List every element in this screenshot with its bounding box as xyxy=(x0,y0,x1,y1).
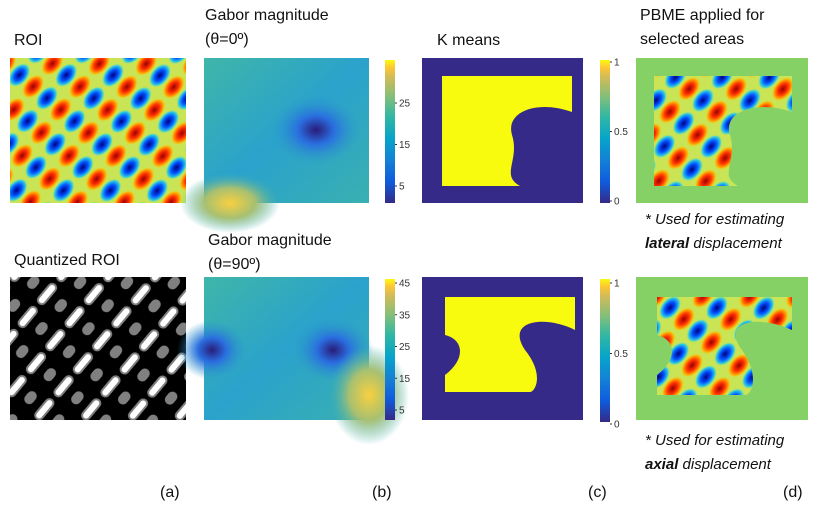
colorbar-tick-label: 0 xyxy=(614,197,620,208)
note: axial displacement xyxy=(645,456,772,473)
colorbar-tick-label: 45 xyxy=(399,279,411,290)
colorbar-tick-label: 15 xyxy=(399,374,411,385)
colorbar-tick-label: 0.5 xyxy=(614,349,628,360)
title: Gabor magnitude xyxy=(205,7,329,24)
title: PBME applied for xyxy=(640,7,765,24)
title: ROI xyxy=(14,32,42,49)
shade xyxy=(180,173,280,233)
title: Quantized ROI xyxy=(14,252,120,269)
quantized-image xyxy=(10,277,186,420)
note: * Used for estimating xyxy=(645,432,785,449)
panel-label: (d) xyxy=(783,484,803,501)
colorbar-tick-label: 5 xyxy=(399,406,405,417)
shade xyxy=(271,95,361,165)
panel-label: (c) xyxy=(588,484,607,501)
colorbar-tick-label: 35 xyxy=(399,310,411,321)
note-emphasis: axial xyxy=(645,456,679,473)
title: Gabor magnitude xyxy=(208,232,332,249)
colorbar xyxy=(385,279,395,420)
colorbar-tick-label: 5 xyxy=(399,182,405,193)
colorbar-tick-label: 1 xyxy=(614,58,620,69)
note: lateral displacement xyxy=(645,235,783,252)
panel-label: (b) xyxy=(372,484,392,501)
title: (θ=0º) xyxy=(205,31,249,48)
title: (θ=90º) xyxy=(208,256,261,273)
colorbar xyxy=(600,60,610,203)
colorbar-tick-label: 1 xyxy=(614,279,620,290)
cluster xyxy=(510,106,572,186)
colorbar-tick-label: 25 xyxy=(399,342,411,353)
colorbar xyxy=(385,60,395,203)
title: K means xyxy=(437,32,500,49)
pattern xyxy=(657,297,792,395)
panel-label: (a) xyxy=(160,484,180,501)
note-emphasis: lateral xyxy=(645,235,690,252)
roi-image xyxy=(10,58,186,203)
colorbar-tick-label: 25 xyxy=(399,99,411,110)
shade xyxy=(329,345,409,445)
colorbar-tick-label: 0 xyxy=(614,420,620,431)
title: selected areas xyxy=(640,31,744,48)
colorbar-tick-label: 15 xyxy=(399,140,411,151)
note: * Used for estimating xyxy=(645,211,785,228)
note-text: displacement xyxy=(678,456,771,473)
colorbar xyxy=(600,279,610,422)
shade xyxy=(177,320,247,380)
mask xyxy=(728,106,792,186)
cluster xyxy=(445,297,575,392)
colorbar-tick-label: 0.5 xyxy=(614,127,628,138)
note-text: displacement xyxy=(689,235,782,252)
